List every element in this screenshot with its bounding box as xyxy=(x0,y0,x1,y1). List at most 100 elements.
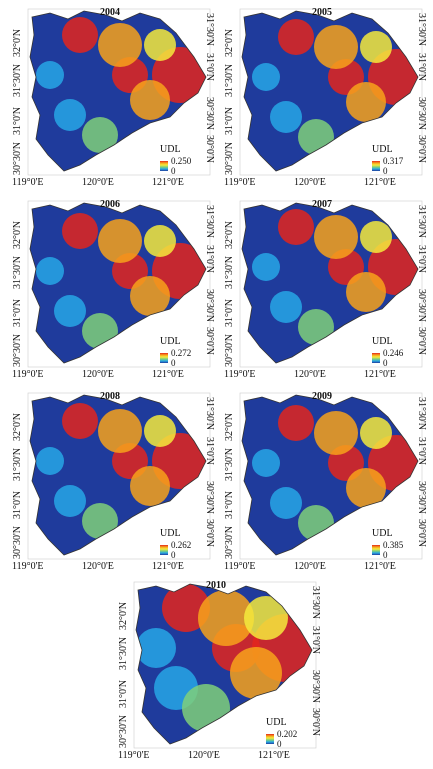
y-tick-label-right: 30°0'N xyxy=(204,519,215,548)
legend-title: UDL xyxy=(266,717,287,728)
udl-hotspot xyxy=(270,291,302,323)
region-outline xyxy=(241,394,419,556)
legend-max-value: 0.246 xyxy=(383,348,404,358)
udl-hotspot xyxy=(346,468,386,508)
udl-hotspot xyxy=(278,19,314,55)
udl-hotspot xyxy=(198,590,254,646)
y-tick-label-right: 30°0'N xyxy=(416,327,427,356)
y-tick-label-left: 30°30'N xyxy=(224,141,235,175)
x-tick-label: 119°0'E xyxy=(118,750,150,761)
y-tick-label-right: 31°30'N xyxy=(416,205,427,239)
x-tick-label: 120°0'E xyxy=(188,750,220,761)
udl-hotspot xyxy=(82,503,118,539)
udl-hotspot xyxy=(360,221,392,253)
legend-min-value: 0 xyxy=(277,739,282,749)
udl-legend: UDL 0.385 0 xyxy=(372,529,403,560)
y-tick-label-right: 30°30'N xyxy=(204,481,215,515)
legend-min-value: 0 xyxy=(383,358,388,368)
year-label: 2008 xyxy=(100,391,120,402)
udl-hotspot xyxy=(62,17,98,53)
y-tick-label-right: 30°30'N xyxy=(204,289,215,323)
legend-min-value: 0 xyxy=(171,166,176,176)
legend-title: UDL xyxy=(160,336,181,347)
map-frame xyxy=(239,8,423,176)
map-panel-2008: 2008 119°0'E 120°0'E 121°0'E 32°0'N 31°30'N 31… xyxy=(10,389,215,579)
y-tick-label-left: 31°30'N xyxy=(12,447,23,481)
year-label: 2010 xyxy=(206,580,226,591)
udl-hotspot xyxy=(54,99,86,131)
udl-hotspot xyxy=(136,628,176,668)
y-tick-label-left: 32°0'N xyxy=(12,28,23,57)
density-map xyxy=(239,8,423,176)
y-tick-label-right: 30°0'N xyxy=(204,135,215,164)
udl-hotspot xyxy=(230,647,282,699)
legend-max-value: 0.250 xyxy=(171,156,192,166)
y-tick-label-right: 30°0'N xyxy=(310,708,321,737)
udl-hotspot xyxy=(182,684,230,732)
legend-title: UDL xyxy=(372,336,393,347)
y-tick-label-right: 30°30'N xyxy=(204,97,215,131)
year-label: 2005 xyxy=(312,7,332,18)
x-tick-label: 121°0'E xyxy=(152,177,184,188)
region-outline xyxy=(241,202,419,364)
legend-color-bar xyxy=(372,353,380,363)
y-tick-label-right: 31°30'N xyxy=(204,13,215,47)
y-tick-label-right: 31°0'N xyxy=(416,245,427,274)
x-tick-label: 119°0'E xyxy=(224,561,256,572)
udl-hotspot xyxy=(252,63,280,91)
legend-min-value: 0 xyxy=(383,550,388,560)
map-frame xyxy=(239,392,423,560)
x-tick-label: 121°0'E xyxy=(258,750,290,761)
udl-hotspot xyxy=(270,487,302,519)
x-tick-label: 121°0'E xyxy=(364,369,396,380)
year-label: 2007 xyxy=(312,199,332,210)
y-tick-label-left: 31°0'N xyxy=(12,298,23,327)
x-tick-label: 120°0'E xyxy=(294,369,326,380)
legend-title: UDL xyxy=(160,528,181,539)
density-map xyxy=(133,581,317,749)
x-tick-label: 120°0'E xyxy=(294,177,326,188)
udl-hotspot xyxy=(162,584,210,632)
y-tick-label-right: 31°0'N xyxy=(416,53,427,82)
udl-hotspot xyxy=(360,417,392,449)
udl-hotspot xyxy=(82,117,118,153)
y-tick-label-left: 31°0'N xyxy=(12,490,23,519)
udl-hotspot xyxy=(270,101,302,133)
y-tick-label-left: 31°30'N xyxy=(12,255,23,289)
density-map xyxy=(239,200,423,368)
udl-hotspot xyxy=(252,253,280,281)
density-map xyxy=(27,200,211,368)
region-outline xyxy=(241,10,419,172)
udl-hotspot xyxy=(278,405,314,441)
legend-max-value: 0.317 xyxy=(383,156,404,166)
y-tick-label-right: 30°0'N xyxy=(416,519,427,548)
x-tick-label: 121°0'E xyxy=(152,561,184,572)
udl-hotspot xyxy=(54,485,86,517)
udl-hotspot xyxy=(98,23,142,67)
udl-hotspot xyxy=(298,505,334,541)
udl-hotspot xyxy=(314,25,358,69)
legend-color-bar xyxy=(160,353,168,363)
map-panel-2010: 2010 119°0'E 120°0'E 121°0'E 32°0'N 31°30'N 31… xyxy=(116,578,321,768)
y-tick-label-right: 31°30'N xyxy=(310,586,321,620)
udl-legend: UDL 0.272 0 xyxy=(160,337,191,368)
y-tick-label-left: 32°0'N xyxy=(118,601,129,630)
region-outline xyxy=(29,10,207,172)
legend-max-value: 0.262 xyxy=(171,540,192,550)
y-tick-label-right: 31°30'N xyxy=(416,397,427,431)
x-tick-label: 120°0'E xyxy=(82,561,114,572)
y-tick-label-right: 31°30'N xyxy=(204,397,215,431)
udl-hotspot xyxy=(314,215,358,259)
udl-hotspot xyxy=(130,276,170,316)
udl-hotspot xyxy=(130,466,170,506)
y-tick-label-right: 30°30'N xyxy=(416,97,427,131)
y-tick-label-left: 31°30'N xyxy=(224,255,235,289)
udl-hotspot xyxy=(144,29,176,61)
y-tick-label-right: 30°0'N xyxy=(416,135,427,164)
udl-hotspot xyxy=(144,225,176,257)
map-panel-2007: 2007 119°0'E 120°0'E 121°0'E 32°0'N 31°30'N 31… xyxy=(222,197,427,387)
legend-min-value: 0 xyxy=(171,358,176,368)
udl-legend: UDL 0.202 0 xyxy=(266,718,297,749)
y-tick-label-left: 31°30'N xyxy=(224,63,235,97)
udl-hotspot xyxy=(244,596,288,640)
